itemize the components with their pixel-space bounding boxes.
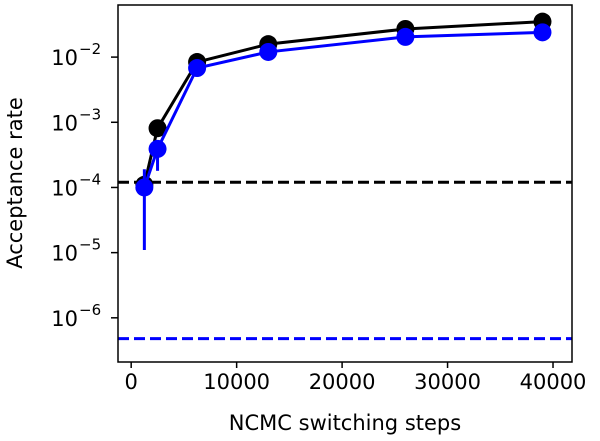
y-tick-label: 10 [51, 242, 78, 266]
point [188, 59, 207, 78]
y-tick-exponent: −3 [79, 105, 101, 123]
y-tick-base: 10 [51, 111, 78, 135]
point [148, 119, 167, 138]
point [259, 42, 278, 61]
series-line [142, 30, 543, 188]
y-tick-exponent: −2 [79, 40, 101, 58]
y-tick-label: 10 [51, 176, 78, 200]
x-tick-label: 0 [124, 370, 137, 394]
y-tick-label: 10 [51, 46, 78, 70]
y-tick-base: 10 [51, 307, 78, 331]
y-tick-label: 10 [51, 307, 78, 331]
y-tick-exponent: −5 [79, 236, 101, 254]
x-axis-label: NCMC switching steps [229, 411, 461, 435]
y-tick-base: 10 [51, 242, 78, 266]
x-tick-label: 20000 [309, 370, 376, 394]
plot-frame [117, 4, 573, 363]
point [135, 178, 154, 197]
y-tick-exponent: −6 [79, 301, 101, 319]
y-tick-label: 10 [51, 111, 78, 135]
y-tick-base: 10 [51, 46, 78, 70]
point [533, 23, 552, 42]
y-tick-base: 10 [51, 176, 78, 200]
y-tick-exponent: −4 [79, 170, 101, 188]
point [396, 27, 415, 46]
x-tick-label: 10000 [203, 370, 270, 394]
x-tick-label: 40000 [520, 370, 587, 394]
series-line [142, 20, 543, 186]
point [148, 139, 167, 158]
x-tick-label: 30000 [414, 370, 481, 394]
y-axis-label: Acceptance rate [3, 97, 27, 269]
